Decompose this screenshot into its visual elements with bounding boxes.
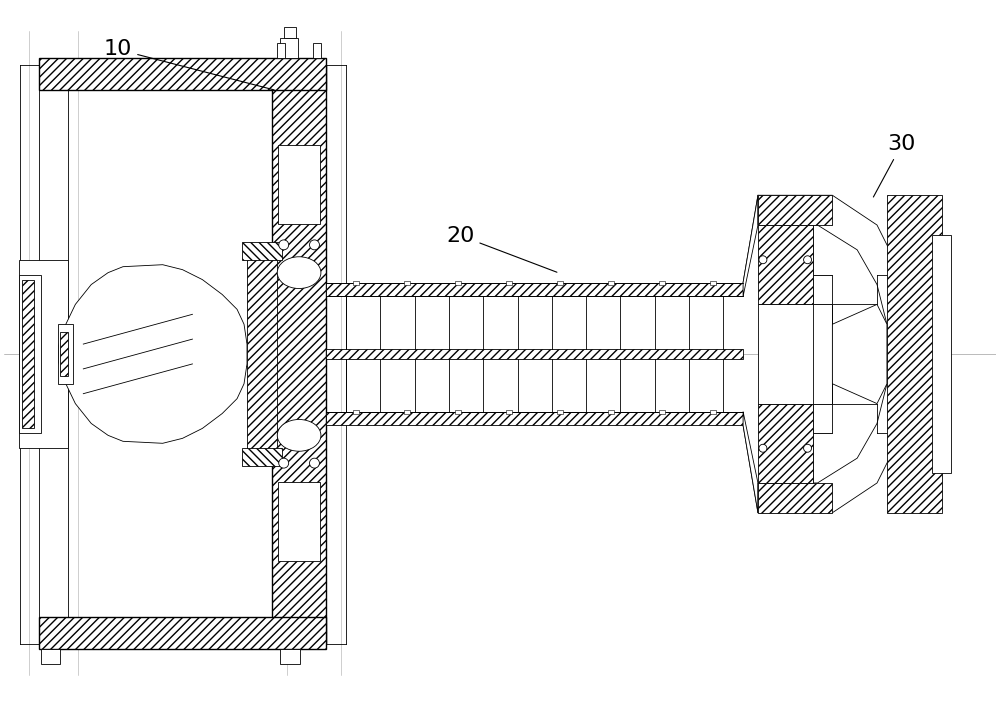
Ellipse shape bbox=[310, 458, 319, 468]
Bar bbox=[758, 404, 813, 483]
Bar bbox=[326, 349, 743, 359]
Polygon shape bbox=[813, 404, 832, 433]
Text: 10: 10 bbox=[104, 40, 274, 90]
Bar bbox=[455, 280, 461, 285]
Bar bbox=[758, 304, 832, 404]
Bar bbox=[404, 280, 410, 285]
Bar bbox=[557, 409, 563, 413]
Bar bbox=[404, 409, 410, 413]
Bar bbox=[242, 242, 282, 260]
Bar bbox=[455, 409, 461, 413]
Bar bbox=[758, 483, 832, 513]
Bar bbox=[326, 282, 743, 297]
Ellipse shape bbox=[277, 419, 321, 451]
Bar bbox=[353, 409, 359, 413]
Bar bbox=[22, 280, 34, 428]
Bar bbox=[932, 235, 951, 473]
Bar bbox=[39, 617, 326, 649]
Ellipse shape bbox=[310, 240, 319, 250]
Bar bbox=[242, 448, 282, 466]
Bar bbox=[278, 144, 320, 224]
Bar bbox=[659, 280, 665, 285]
Bar bbox=[506, 280, 512, 285]
Ellipse shape bbox=[804, 445, 812, 452]
Bar bbox=[280, 649, 300, 663]
Text: 30: 30 bbox=[873, 135, 916, 197]
Ellipse shape bbox=[279, 458, 289, 468]
Bar bbox=[280, 38, 298, 58]
Ellipse shape bbox=[277, 257, 321, 289]
Bar bbox=[313, 43, 321, 58]
Ellipse shape bbox=[804, 256, 812, 263]
Bar bbox=[68, 342, 272, 366]
Polygon shape bbox=[758, 195, 917, 513]
Bar bbox=[608, 280, 614, 285]
Polygon shape bbox=[832, 304, 887, 404]
Bar bbox=[758, 195, 832, 225]
Bar bbox=[60, 332, 68, 376]
Bar bbox=[887, 195, 942, 513]
Polygon shape bbox=[743, 195, 758, 297]
Polygon shape bbox=[743, 411, 758, 513]
Bar bbox=[506, 409, 512, 413]
Bar bbox=[39, 58, 326, 90]
Bar bbox=[19, 260, 68, 448]
Bar bbox=[39, 65, 68, 644]
Bar bbox=[758, 225, 813, 304]
Ellipse shape bbox=[759, 445, 767, 452]
Bar bbox=[247, 250, 277, 458]
Bar bbox=[278, 482, 320, 561]
Bar bbox=[272, 65, 326, 644]
Bar bbox=[326, 411, 743, 426]
Polygon shape bbox=[58, 265, 247, 443]
Bar bbox=[710, 280, 716, 285]
Bar bbox=[710, 409, 716, 413]
Bar bbox=[353, 280, 359, 285]
Bar bbox=[284, 27, 296, 38]
Bar bbox=[58, 324, 73, 384]
Bar bbox=[608, 409, 614, 413]
Ellipse shape bbox=[759, 256, 767, 263]
Bar bbox=[557, 280, 563, 285]
Bar bbox=[277, 43, 285, 58]
Polygon shape bbox=[813, 275, 832, 304]
Bar bbox=[41, 649, 60, 663]
Bar bbox=[902, 265, 917, 443]
Bar bbox=[19, 275, 41, 433]
Text: 20: 20 bbox=[446, 226, 557, 273]
Bar bbox=[659, 409, 665, 413]
Ellipse shape bbox=[279, 240, 289, 250]
